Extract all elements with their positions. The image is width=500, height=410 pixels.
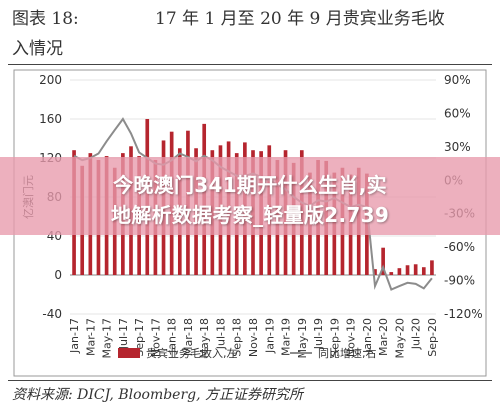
x-tick-label: Jul-17: [117, 318, 130, 350]
x-tick-label: Jan-17: [68, 318, 81, 354]
legend-line-label: 同比增速,右: [318, 346, 377, 360]
y-tick-label: -40: [42, 307, 62, 321]
y2-tick-label: -90%: [444, 274, 475, 288]
x-tick-label: Sep-18: [231, 318, 244, 357]
x-tick-label: Jan-18: [166, 318, 179, 354]
x-tick-label: Jan-19: [263, 318, 276, 354]
bottom-rule: [8, 380, 492, 381]
x-tick-label: Nov-17: [149, 318, 162, 357]
bar: [397, 268, 402, 275]
x-tick-label: Mar-20: [377, 318, 390, 356]
bar: [421, 267, 426, 275]
x-tick-label: Jul-19: [312, 318, 325, 350]
x-tick-label: Nov-19: [345, 318, 358, 357]
figure-label: 图表 18:: [12, 9, 79, 29]
x-tick-label: Nov-18: [247, 318, 260, 357]
x-tick-label: May-17: [101, 318, 114, 359]
x-tick-label: Sep-19: [328, 318, 341, 357]
y-tick-label: 160: [39, 112, 62, 126]
x-tick-label: Sep-20: [426, 318, 439, 357]
x-tick-label: Mar-18: [182, 318, 195, 356]
bar: [405, 265, 410, 275]
legend-bar-swatch: [118, 348, 140, 358]
overlay-line1: 今晚澳门341期开什么生肖,实: [113, 173, 387, 197]
x-tick-label: May-19: [296, 318, 309, 359]
overlay-line2: 地解析数据考察_轻量版2.739: [110, 203, 390, 227]
y2-tick-label: 30%: [444, 140, 471, 154]
source-note: 资料来源: DICJ, Bloomberg, 方正证券研究所: [12, 387, 304, 403]
bar: [373, 269, 377, 275]
y-tick-label: 200: [39, 73, 62, 87]
x-tick-label: Jan-20: [361, 318, 374, 354]
legend-bar-label: 贵宾业务毛收入,左: [146, 346, 238, 360]
title-line2: 入情况: [12, 39, 63, 59]
x-tick-label: Jul-20: [410, 318, 423, 350]
title-line1: 17 年 1 月至 20 年 9 月贵宾业务毛收: [155, 9, 445, 29]
figure-title: 图表 18: 17 年 1 月至 20 年 9 月贵宾业务毛收: [12, 6, 492, 32]
bar: [430, 260, 434, 275]
x-tick-label: Sep-17: [133, 318, 146, 357]
bar: [381, 247, 385, 275]
y-tick-label: 0: [54, 268, 62, 282]
bar: [413, 264, 418, 275]
y2-tick-label: -60%: [444, 240, 475, 254]
x-tick-label: Mar-19: [280, 318, 293, 356]
x-tick-label: May-20: [393, 318, 406, 359]
x-tick-label: Jul-18: [214, 318, 227, 350]
overlay-banner: 今晚澳门341期开什么生肖,实 地解析数据考察_轻量版2.739: [0, 157, 500, 235]
top-rule: [8, 64, 492, 65]
x-tick-label: Mar-17: [84, 318, 97, 356]
y2-tick-label: -120%: [444, 307, 483, 321]
x-tick-label: May-18: [198, 318, 211, 359]
y2-tick-label: 60%: [444, 106, 471, 120]
bar: [389, 272, 394, 275]
y2-tick-label: 90%: [444, 73, 471, 87]
